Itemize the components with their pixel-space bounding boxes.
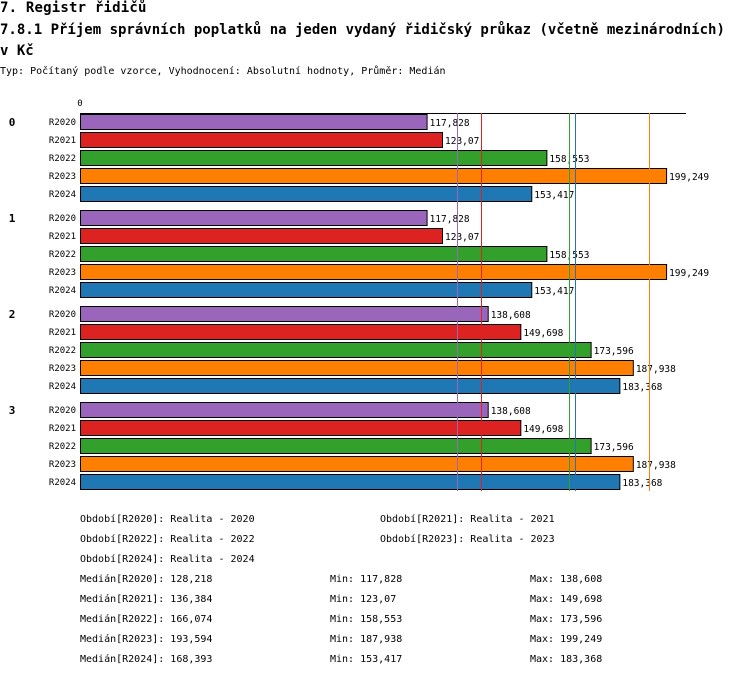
bar-r2022-g1: [80, 246, 548, 262]
data-label: 187,938: [636, 460, 676, 471]
data-label: 117,828: [430, 214, 470, 225]
bar-r2020-g2: [80, 306, 489, 322]
stat-median-r2021: Medián[R2021]: 136,384: [80, 594, 213, 605]
category-label: R2020: [49, 310, 76, 320]
stat-max-r2020: Max: 138,608: [530, 574, 603, 585]
data-label: 153,417: [534, 190, 574, 201]
data-label: 199,249: [669, 172, 709, 183]
bar-r2023-g2: [80, 360, 634, 376]
data-label: 173,596: [594, 346, 634, 357]
category-label: R2021: [49, 328, 76, 338]
chart-title: 7.8.1 Příjem správních poplatků na jeden…: [0, 22, 725, 59]
data-label: 117,828: [430, 118, 470, 129]
category-label: R2021: [49, 232, 76, 242]
bar-r2023-g1: [80, 264, 668, 280]
category-label: R2024: [49, 478, 76, 488]
data-label: 138,608: [491, 310, 531, 321]
bar-r2020-g3: [80, 402, 489, 418]
section-heading: 7. Registr řidičů: [0, 0, 147, 16]
category-label: R2024: [49, 382, 76, 392]
data-label: 123,07: [445, 136, 479, 147]
group-label-2: 2: [9, 308, 16, 321]
stat-median-r2024: Medián[R2024]: 168,393: [80, 654, 213, 665]
stat-max-r2024: Max: 183,368: [530, 654, 603, 665]
bar-r2020-g1: [80, 210, 428, 226]
bar-r2024-g3: [80, 474, 621, 490]
bar-r2021-g2: [80, 324, 522, 340]
stat-min-r2020: Min: 117,828: [330, 574, 403, 585]
category-label: R2023: [49, 268, 76, 278]
category-label: R2020: [49, 214, 76, 224]
legend-item-r2024: Období[R2024]: Realita - 2024: [80, 554, 255, 565]
data-label: 149,698: [523, 328, 563, 339]
stat-median-r2023: Medián[R2023]: 193,594: [80, 634, 213, 645]
bar-r2022-g3: [80, 438, 592, 454]
category-label: R2023: [49, 364, 76, 374]
category-label: R2024: [49, 190, 76, 200]
category-label: R2022: [49, 154, 76, 164]
category-label: R2024: [49, 286, 76, 296]
category-label: R2022: [49, 250, 76, 260]
bar-r2021-g3: [80, 420, 522, 436]
bar-r2021-g1: [80, 228, 444, 244]
category-label: R2022: [49, 442, 76, 452]
bar-r2024-g2: [80, 378, 621, 394]
legend-item-r2023: Období[R2023]: Realita - 2023: [380, 534, 555, 545]
category-label: R2020: [49, 118, 76, 128]
stat-max-r2022: Max: 173,596: [530, 614, 603, 625]
chart-subtitle: Typ: Počítaný podle vzorce, Vyhodnocení:…: [0, 66, 446, 77]
bar-r2023-g0: [80, 168, 668, 184]
stat-min-r2022: Min: 158,553: [330, 614, 403, 625]
group-label-1: 1: [9, 212, 16, 225]
group-label-0: 0: [9, 116, 16, 129]
axis-zero-label: 0: [77, 99, 82, 109]
legend-item-r2022: Období[R2022]: Realita - 2022: [80, 534, 255, 545]
bar-r2021-g0: [80, 132, 444, 148]
bar-r2022-g2: [80, 342, 592, 358]
data-label: 187,938: [636, 364, 676, 375]
data-label: 199,249: [669, 268, 709, 279]
data-label: 149,698: [523, 424, 563, 435]
stat-min-r2023: Min: 187,938: [330, 634, 403, 645]
category-label: R2021: [49, 424, 76, 434]
stat-min-r2021: Min: 123,07: [330, 594, 397, 605]
bar-r2023-g3: [80, 456, 634, 472]
bar-r2024-g0: [80, 186, 533, 202]
category-label: R2023: [49, 460, 76, 470]
stat-max-r2023: Max: 199,249: [530, 634, 603, 645]
stat-max-r2021: Max: 149,698: [530, 594, 603, 605]
legend-item-r2020: Období[R2020]: Realita - 2020: [80, 514, 255, 525]
data-label: 153,417: [534, 286, 574, 297]
stat-median-r2022: Medián[R2022]: 166,074: [80, 614, 213, 625]
bar-r2020-g0: [80, 114, 428, 130]
bar-r2022-g0: [80, 150, 548, 166]
bar-r2024-g1: [80, 282, 533, 298]
data-label: 138,608: [491, 406, 531, 417]
legend-item-r2021: Období[R2021]: Realita - 2021: [380, 514, 555, 525]
data-label: 183,368: [622, 382, 662, 393]
data-label: 183,368: [622, 478, 662, 489]
stat-median-r2020: Medián[R2020]: 128,218: [80, 574, 213, 585]
data-label: 123,07: [445, 232, 479, 243]
category-label: R2020: [49, 406, 76, 416]
data-label: 173,596: [594, 442, 634, 453]
category-label: R2023: [49, 172, 76, 182]
group-label-3: 3: [9, 404, 16, 417]
stat-min-r2024: Min: 153,417: [330, 654, 403, 665]
category-label: R2021: [49, 136, 76, 146]
category-label: R2022: [49, 346, 76, 356]
